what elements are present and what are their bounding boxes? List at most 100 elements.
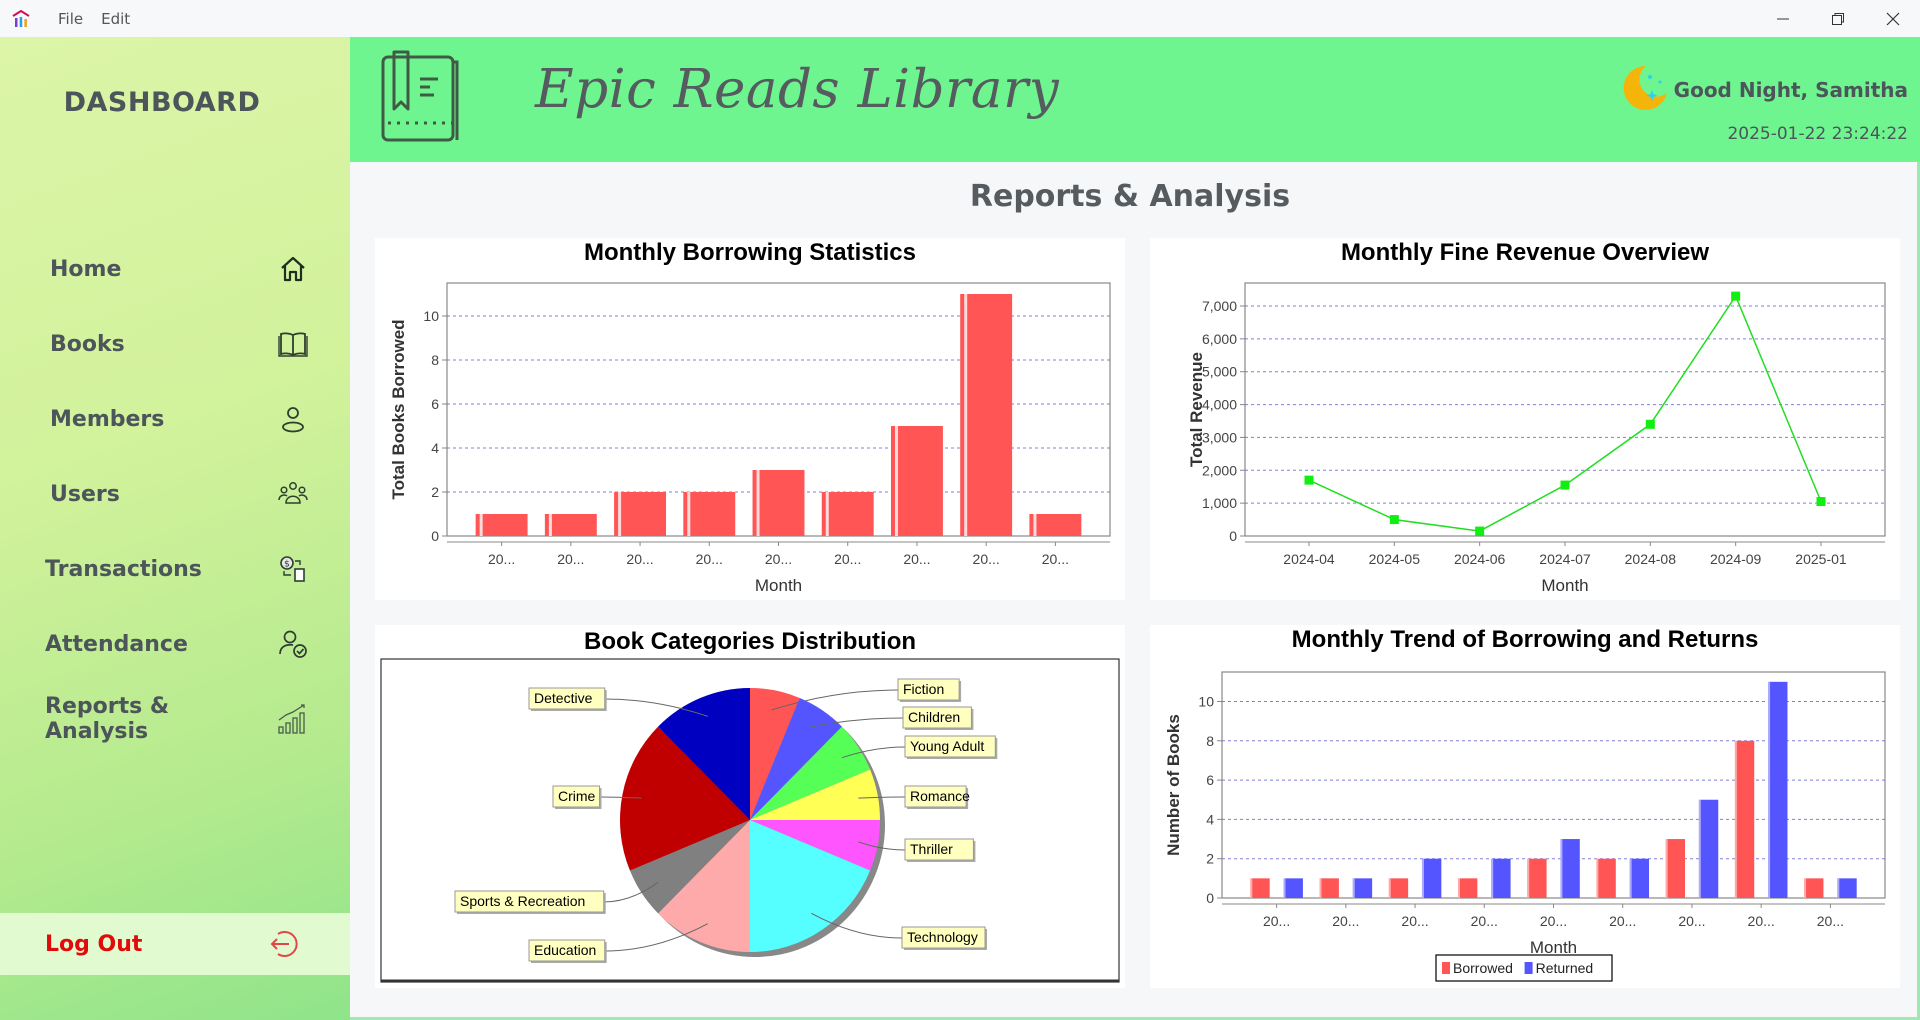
menu-edit[interactable]: Edit (101, 9, 131, 28)
bar-returned (1352, 878, 1373, 898)
close-icon (1886, 12, 1899, 25)
y-axis-label: Total Revenue (1187, 352, 1206, 467)
pie-slice (750, 726, 871, 820)
sidebar-item-books[interactable]: Books (0, 319, 310, 369)
x-tick-label: 2024-08 (1625, 551, 1677, 567)
sidebar-item-transactions[interactable]: Transactions $ (0, 544, 310, 594)
bar (475, 514, 528, 536)
logout-label: Log Out (45, 931, 143, 957)
pie-label: Children (908, 709, 960, 725)
bar-returned (1283, 878, 1303, 898)
x-tick-label: 20... (626, 551, 653, 567)
pie-slice (750, 769, 880, 820)
book-icon (276, 327, 310, 361)
sidebar-item-label: Attendance (45, 631, 188, 657)
x-tick-label: 20... (903, 551, 930, 567)
bar (1029, 514, 1082, 536)
restore-icon (1831, 12, 1844, 25)
pie-label: Thriller (910, 841, 953, 857)
pie-label-box (528, 687, 606, 710)
logout-icon (266, 927, 300, 961)
menu-file[interactable]: File (58, 9, 84, 28)
x-tick-label: 20... (1471, 913, 1498, 929)
sidebar-item-attendance[interactable]: Attendance (0, 619, 310, 669)
x-tick-label: 20... (973, 551, 1000, 567)
legend-label: Returned (1536, 960, 1594, 976)
x-axis-label: Month (755, 576, 802, 595)
bar-borrowed (1665, 839, 1686, 898)
chart-legend: Borrowed Returned (1435, 954, 1613, 982)
x-tick-label: 2024-05 (1369, 551, 1421, 567)
sidebar-title: DASHBOARD (63, 87, 261, 118)
x-tick-label: 20... (1748, 913, 1775, 929)
sidebar-item-label: Members (50, 406, 165, 432)
library-book-logo-icon (380, 49, 460, 144)
bar (614, 492, 667, 536)
x-tick-label: 2024-06 (1454, 551, 1506, 567)
bar-borrowed (1457, 878, 1478, 898)
sidebar-item-label: Transactions (45, 556, 202, 582)
pie-label-box (902, 706, 972, 729)
pie-slice (629, 820, 750, 914)
y-tick-label: 6,000 (1202, 331, 1237, 347)
sidebar-item-members[interactable]: Members (0, 394, 310, 444)
library-brand-title: Epic Reads Library (535, 59, 1060, 120)
data-point (1389, 515, 1399, 525)
bar (960, 294, 1013, 536)
data-point (1816, 497, 1826, 506)
bar (821, 492, 874, 536)
bar-borrowed (1250, 878, 1270, 898)
x-tick-label: 2024-09 (1710, 551, 1762, 567)
pie-slice (620, 726, 750, 871)
page-title: Reports & Analysis (969, 179, 1291, 214)
minimize-icon (1776, 18, 1789, 19)
close-button[interactable] (1865, 0, 1920, 37)
sidebar-item-users[interactable]: Users (0, 469, 310, 519)
y-tick-label: 6 (1206, 772, 1214, 788)
pie-label-box (904, 735, 996, 758)
pie-label: Technology (907, 929, 978, 945)
bar-returned (1837, 878, 1857, 898)
bar-borrowed (1527, 858, 1547, 898)
y-tick-label: 8 (431, 352, 439, 368)
pie-label-box (901, 926, 986, 949)
bar-borrowed (1804, 878, 1824, 898)
bar-returned (1698, 799, 1719, 898)
chart-icon (276, 702, 310, 736)
bar-returned (1629, 858, 1650, 898)
x-tick-label: 20... (696, 551, 723, 567)
bar-returned (1491, 858, 1511, 898)
x-axis-label: Month (1541, 576, 1588, 595)
chart-fine-revenue: Monthly Fine Revenue Overview 0 1,000 2,000… (1150, 238, 1900, 600)
transaction-icon: $ (276, 552, 310, 586)
attendance-icon (276, 627, 310, 661)
pie-label-box (897, 678, 960, 701)
chart-book-categories: Book Categories Distribution Fiction Child… (375, 625, 1125, 988)
y-tick-label: 10 (1198, 693, 1214, 709)
restore-button[interactable] (1810, 0, 1865, 37)
chart-borrow-return-trend: Monthly Trend of Borrowing and Returns 0 2… (1150, 625, 1900, 988)
pie-label-box (552, 785, 600, 808)
minimize-button[interactable] (1755, 0, 1810, 37)
sidebar-item-reports[interactable]: Reports & Analysis (0, 694, 310, 744)
x-tick-label: 20... (1401, 913, 1428, 929)
data-point (1560, 480, 1570, 490)
y-axis-label: Total Books Borrowed (389, 319, 408, 499)
logout-button[interactable]: Log Out (0, 913, 350, 975)
data-point (1304, 475, 1314, 485)
sidebar-item-home[interactable]: Home (0, 244, 310, 294)
x-tick-label: 20... (765, 551, 792, 567)
x-tick-label: 20... (1817, 913, 1844, 929)
user-icon (276, 402, 310, 436)
pie-label: Detective (534, 690, 593, 706)
chart-title: Book Categories Distribution (584, 628, 916, 655)
chart-title: Monthly Borrowing Statistics (584, 239, 916, 266)
y-tick-label: 4 (431, 440, 439, 456)
pie-label: Education (534, 942, 596, 958)
x-axis-label: Month (1530, 938, 1577, 957)
bar-borrowed (1596, 858, 1616, 898)
greeting: Good Night, Samitha (1620, 63, 1908, 117)
bar (752, 470, 805, 536)
bar (683, 492, 736, 536)
y-tick-label: 10 (423, 308, 439, 324)
